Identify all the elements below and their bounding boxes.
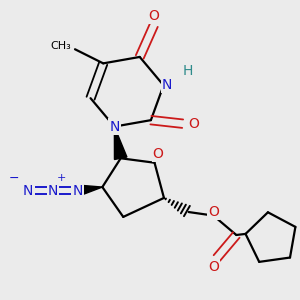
Polygon shape — [114, 127, 127, 160]
Text: N: N — [23, 184, 33, 198]
Text: N: N — [109, 120, 120, 134]
Text: CH₃: CH₃ — [50, 41, 71, 51]
Text: O: O — [208, 205, 219, 219]
Text: +: + — [57, 173, 67, 183]
Text: O: O — [148, 9, 159, 23]
Text: O: O — [208, 260, 219, 274]
Text: O: O — [188, 117, 199, 131]
Polygon shape — [77, 185, 102, 196]
Text: N: N — [48, 184, 58, 198]
Text: N: N — [162, 78, 172, 92]
Text: H: H — [183, 64, 194, 78]
Text: −: − — [9, 172, 20, 185]
Text: N: N — [73, 184, 83, 198]
Text: O: O — [153, 147, 164, 161]
